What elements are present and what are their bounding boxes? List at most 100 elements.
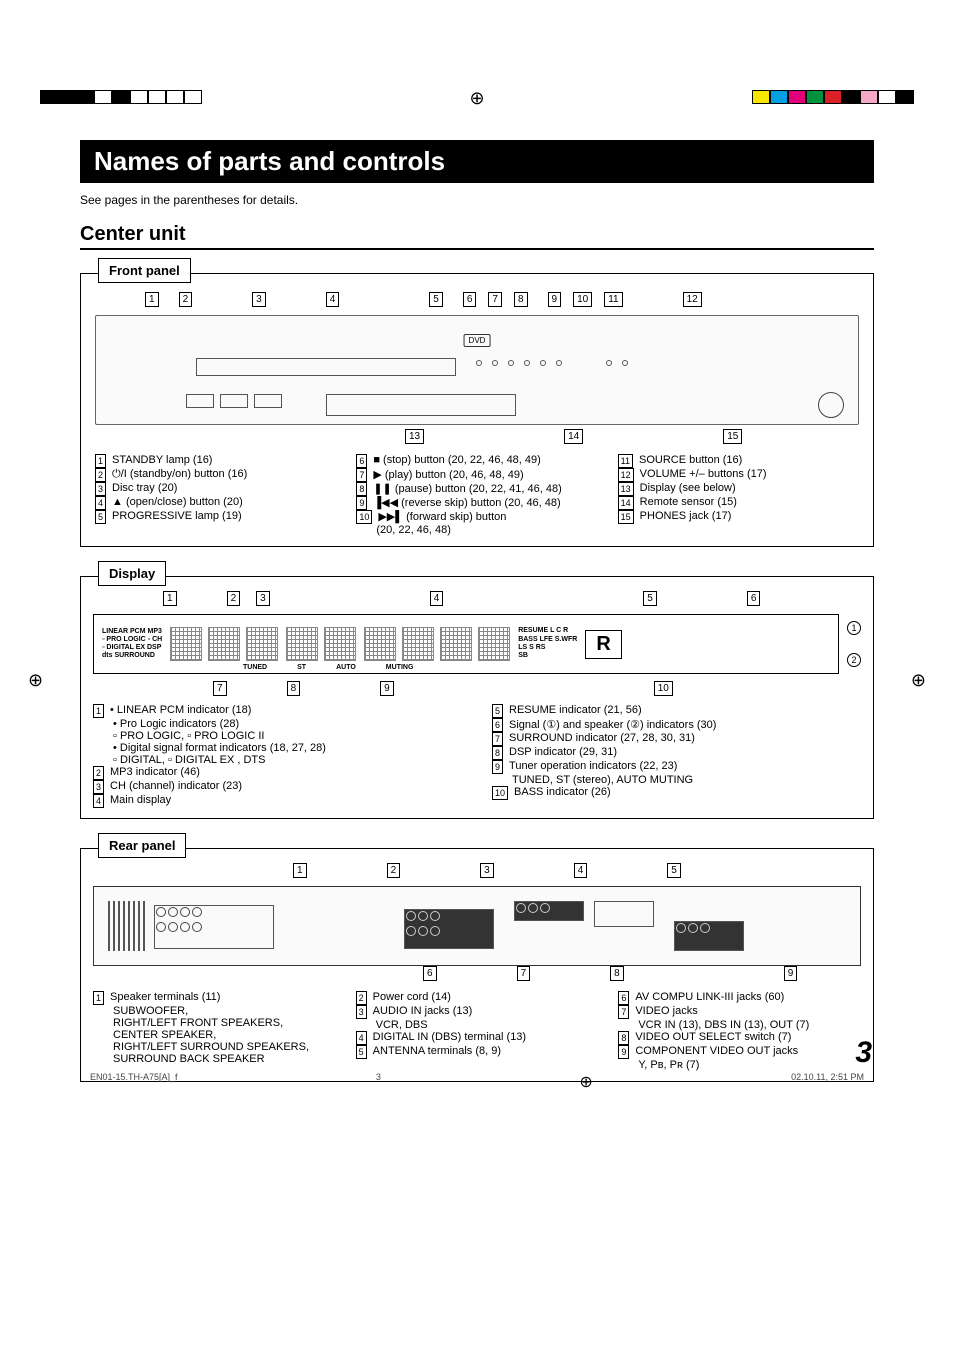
display-legend: 1 • LINEAR PCM indicator (18) • Pro Logic … — [93, 704, 861, 808]
legend-text: ANTENNA terminals (8, 9) — [373, 1045, 501, 1057]
legend-item: 3CH (channel) indicator (23) — [93, 780, 462, 794]
callout-14: 14 — [564, 429, 583, 444]
legend-item: 11 SOURCE button (16) — [618, 454, 859, 468]
legend-item: CENTER SPEAKER, — [93, 1029, 336, 1041]
legend-item: Y, Pʙ, Pʀ (7) — [618, 1059, 861, 1071]
vent-drawing — [108, 901, 148, 951]
legend-item: 4Main display — [93, 794, 462, 808]
legend-text: SURROUND BACK SPEAKER — [113, 1053, 265, 1065]
legend-text: Y, Pʙ, Pʀ (7) — [638, 1059, 699, 1071]
rev-btn-drawing — [524, 360, 530, 366]
legend-text: Signal (①) and speaker (②) indicators (3… — [509, 718, 716, 731]
legend-item: 6 Signal (①) and speaker (②) indicators (… — [492, 718, 861, 732]
front-panel-frame: 123456789101112 DVD — [80, 273, 874, 547]
registration-cross-top: ⊕ — [469, 88, 484, 109]
legend-item: 6AV COMPU LINK-III jacks (60) — [618, 991, 861, 1005]
legend-text: VIDEO OUT SELECT switch (7) — [635, 1031, 791, 1043]
callout-2: 2 — [179, 292, 193, 307]
legend-text: Display (see below) — [640, 482, 736, 494]
display-label: Display — [98, 561, 166, 586]
dts-badge — [186, 394, 214, 408]
display-right-indicators: RESUME L C RBASS LFE S.WFRLS S RSSB — [518, 627, 577, 661]
legend-item: • Pro Logic indicators (28) — [93, 718, 462, 730]
callout-4: 4 — [430, 591, 444, 606]
legend-text: ❚❚ (pause) button (20, 22, 41, 46, 48) — [373, 482, 561, 495]
subtitle: See pages in the parentheses for details… — [80, 193, 874, 207]
legend-num: 7 — [618, 1005, 629, 1019]
legend-item: 9▐◀◀ (reverse skip) button (20, 46, 48) — [356, 496, 597, 510]
legend-item: ▫ PRO LOGIC, ▫ PRO LOGIC II — [93, 730, 462, 742]
legend-text: ▶▶▌ (forward skip) button — [378, 510, 506, 523]
legend-item: 14Remote sensor (15) — [618, 496, 859, 510]
callout-6: 6 — [423, 966, 437, 981]
callout-2: 2 — [227, 591, 241, 606]
legend-text: • Pro Logic indicators (28) — [113, 718, 239, 730]
legend-num: 1 — [93, 704, 104, 718]
registration-right — [752, 90, 914, 104]
footer-center: 3 — [376, 1072, 381, 1092]
legend-item: 5RESUME indicator (21, 56) — [492, 704, 861, 718]
legend-item: 3Disc tray (20) — [95, 482, 336, 496]
callout-5: 5 — [429, 292, 443, 307]
legend-item: 9 Tuner operation indicators (22, 23) — [492, 760, 861, 774]
legend-text: ▐◀◀ (reverse skip) button (20, 46, 48) — [373, 496, 560, 509]
page: ⊕ ⊕ ⊕ Names of parts and controls See pa… — [0, 0, 954, 1122]
callout-5: 5 — [643, 591, 657, 606]
legend-num: 5 — [95, 510, 106, 524]
callout-12: 12 — [683, 292, 702, 307]
legend-num: 6 — [356, 454, 367, 468]
legend-num: 9 — [618, 1045, 629, 1059]
legend-text: CH (channel) indicator (23) — [110, 780, 242, 792]
legend-text: Tuner operation indicators (22, 23) — [509, 760, 677, 772]
display-bottom-callouts: 78910 — [143, 681, 861, 696]
legend-text: AV COMPU LINK-III jacks (60) — [635, 991, 784, 1003]
legend-num: 7 — [356, 468, 367, 482]
display-bottom-labels: TUNEDSTAUTOMUTING — [243, 664, 861, 671]
legend-text: • Digital signal format indicators (18, … — [113, 742, 326, 754]
legend-num: 8 — [356, 482, 367, 496]
legend-num: 9 — [492, 760, 503, 774]
legend-num: 7 — [492, 732, 503, 746]
display-top-callouts: 123456 — [143, 591, 861, 606]
legend-text: • LINEAR PCM indicator (18) — [110, 704, 251, 716]
format-badges — [186, 394, 282, 408]
legend-text: COMPONENT VIDEO OUT jacks — [635, 1045, 798, 1057]
section-center-unit: Center unit — [80, 223, 874, 250]
callout-1: 1 — [145, 292, 159, 307]
legend-item: 5PROGRESSIVE lamp (19) — [95, 510, 336, 524]
legend-text: VOLUME +/– buttons (17) — [640, 468, 767, 480]
callout-4: 4 — [326, 292, 340, 307]
legend-item: RIGHT/LEFT SURROUND SPEAKERS, — [93, 1041, 336, 1053]
legend-item: 6■ (stop) button (20, 22, 46, 48, 49) — [356, 454, 597, 468]
legend-text: RESUME indicator (21, 56) — [509, 704, 642, 716]
legend-num: 6 — [492, 718, 503, 732]
display-frame: 123456 LINEAR PCM MP3▫ PRO LOGIC ▫ CH▫ D… — [80, 576, 874, 819]
legend-num: 8 — [492, 746, 503, 760]
legend-text: SOURCE button (16) — [639, 454, 742, 466]
legend-text: TUNED, ST (stereo), AUTO MUTING — [512, 774, 693, 786]
legend-num: 4 — [93, 794, 104, 808]
legend-num: 11 — [618, 454, 633, 468]
legend-num: 1 — [93, 991, 104, 1005]
legend-text: AUDIO IN jacks (13) — [373, 1005, 473, 1017]
legend-num: 5 — [356, 1045, 367, 1059]
legend-item: 5 ANTENNA terminals (8, 9) — [356, 1045, 599, 1059]
legend-item: 13Display (see below) — [618, 482, 859, 496]
legend-text: ▶ (play) button (20, 46, 48, 49) — [373, 468, 523, 481]
rear-panel-label: Rear panel — [98, 833, 186, 858]
footer-left: EN01-15.TH-A75[A]_f — [90, 1072, 178, 1092]
legend-text: PHONES jack (17) — [640, 510, 732, 522]
legend-item: 2MP3 indicator (46) — [93, 766, 462, 780]
legend-text: (20, 22, 46, 48) — [376, 524, 451, 536]
callout-8: 8 — [514, 292, 528, 307]
legend-text: DSP indicator (29, 31) — [509, 746, 617, 758]
callout-3: 3 — [252, 292, 266, 307]
rear-panel-drawing — [93, 886, 861, 966]
legend-item: SUBWOOFER, — [93, 1005, 336, 1017]
legend-item: 8VIDEO OUT SELECT switch (7) — [618, 1031, 861, 1045]
legend-item: 2⏻/I (standby/on) button (16) — [95, 468, 336, 482]
callout-3: 3 — [480, 863, 494, 878]
front-panel-device-drawing: DVD — [95, 315, 859, 425]
legend-item: 10BASS indicator (26) — [492, 786, 861, 800]
legend-num: 10 — [492, 786, 508, 800]
